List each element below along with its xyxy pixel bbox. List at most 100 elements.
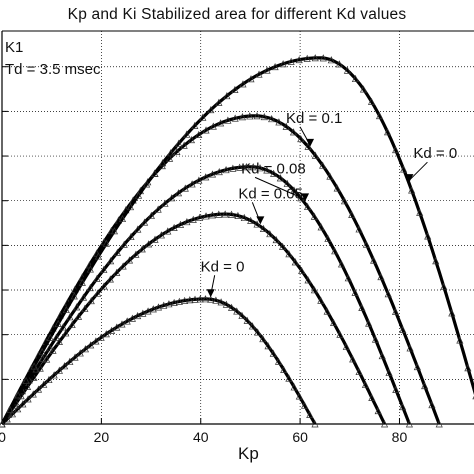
series-2-marker-32 (215, 167, 223, 176)
series-3-marker-46 (333, 184, 341, 192)
series-0-marker-9 (45, 375, 53, 384)
series-1-marker-6 (36, 364, 44, 372)
series-1-marker-19 (119, 262, 127, 270)
series-0-marker-23 (118, 320, 126, 328)
series-3-marker-47 (340, 197, 349, 205)
series-4-marker-0 (0, 420, 6, 428)
series-2-marker-42 (283, 179, 291, 187)
series-2-marker-60 (405, 420, 413, 428)
annotation-label-3: Kd = 0.1 (286, 110, 342, 127)
series-2-marker-51 (344, 274, 352, 282)
series-4-marker-48 (383, 128, 392, 136)
series-3-marker-27 (195, 130, 203, 139)
series-4-marker-6 (46, 333, 54, 341)
series-4-marker-44 (351, 74, 359, 83)
series-1-marker-39 (247, 216, 255, 224)
series-1-marker-42 (266, 230, 274, 238)
series-2-marker-24 (161, 199, 169, 207)
series-1-marker-26 (164, 227, 172, 235)
series-4-marker-32 (255, 70, 263, 78)
series-0-marker-18 (92, 337, 100, 345)
series-4-marker-58 (464, 364, 472, 372)
x-tick-label-0: 0 (0, 429, 6, 445)
series-1-marker-14 (87, 297, 95, 305)
series-0-marker-17 (87, 341, 95, 349)
x-tick-label-1: 20 (94, 429, 110, 445)
series-4-marker-42 (335, 60, 343, 68)
series-2-marker-12 (79, 293, 88, 301)
series-2-marker-48 (324, 234, 332, 242)
series-0-marker-56 (290, 383, 298, 391)
series-0-marker-6 (29, 390, 37, 398)
series-0-marker-14 (71, 353, 79, 361)
series-0-marker-16 (81, 345, 90, 353)
series-4-marker-13 (102, 239, 110, 247)
series-4-marker-34 (271, 62, 279, 71)
series-1-marker-12 (74, 312, 83, 320)
series-0-marker-36 (186, 296, 194, 304)
series-4-marker-49 (392, 145, 400, 154)
annotation-label-0: Kd = 0 (201, 258, 245, 275)
series-1-marker-20 (125, 256, 134, 264)
series-3-marker-32 (231, 114, 239, 122)
series-0-marker-41 (212, 296, 220, 304)
annotation-label-2: Kd = 0.08 (241, 160, 306, 177)
series-2-marker-41 (276, 174, 284, 182)
series-2-marker-9 (59, 323, 67, 331)
series-4-marker-10 (78, 278, 86, 286)
series-0-marker-39 (201, 295, 210, 303)
series-4-marker-36 (287, 57, 295, 65)
series-0-marker-28 (144, 307, 152, 315)
series-4-marker-11 (86, 265, 94, 273)
series-4-marker-14 (110, 227, 119, 235)
series-4-marker-57 (456, 336, 464, 344)
series-1-marker-57 (361, 380, 370, 388)
series-4-marker-15 (118, 214, 127, 223)
series-4-marker-37 (295, 55, 303, 64)
series-4-marker-55 (440, 282, 448, 290)
series-2-marker-20 (134, 225, 142, 233)
series-3-marker-49 (355, 225, 363, 233)
series-3-marker-45 (326, 172, 334, 180)
series-4-marker-31 (247, 75, 255, 83)
series-0-marker-3 (14, 405, 22, 413)
series-4-marker-21 (167, 149, 175, 157)
series-1-marker-58 (368, 393, 376, 401)
series-0-marker-55 (285, 374, 293, 382)
series-0-marker-42 (217, 298, 225, 306)
series-3-marker-58 (421, 381, 429, 390)
series-4-marker-28 (223, 92, 231, 100)
series-3-marker-59 (428, 401, 436, 409)
series-1-marker-16 (100, 282, 108, 290)
series-0-marker-35 (181, 296, 189, 304)
series-1-marker-43 (272, 236, 280, 244)
series-2-marker-25 (168, 194, 176, 202)
series-3-marker-25 (180, 141, 188, 149)
series-1-marker-21 (132, 250, 140, 258)
series-3-marker-29 (209, 122, 217, 130)
series-3-marker-57 (413, 362, 421, 371)
series-4-marker-18 (143, 180, 151, 188)
series-4-marker-27 (215, 98, 223, 106)
series-0-marker-50 (259, 335, 267, 343)
series-1-marker-53 (336, 330, 344, 338)
series-3-marker-30 (217, 119, 225, 127)
series-1-marker-28 (176, 220, 185, 228)
annotation-arrowhead-1 (256, 216, 265, 225)
series-3-marker-37 (268, 115, 276, 123)
series-4-marker-16 (126, 203, 135, 211)
series-2-marker-50 (337, 260, 346, 268)
series-2-marker-22 (147, 211, 155, 219)
inset-line-1: K1 (5, 39, 24, 56)
series-4-marker-20 (159, 159, 167, 167)
series-1-marker-13 (81, 304, 89, 312)
series-4-marker-35 (279, 60, 287, 68)
series-2-marker-36 (242, 163, 251, 171)
series-4-marker-46 (367, 97, 376, 105)
series-1-marker-47 (298, 266, 306, 275)
series-0-marker-31 (160, 301, 168, 309)
series-1-marker-45 (285, 250, 293, 258)
series-line-4 (0, 56, 474, 425)
x-tick-label-2: 40 (193, 429, 209, 445)
series-2-marker-11 (73, 303, 81, 311)
